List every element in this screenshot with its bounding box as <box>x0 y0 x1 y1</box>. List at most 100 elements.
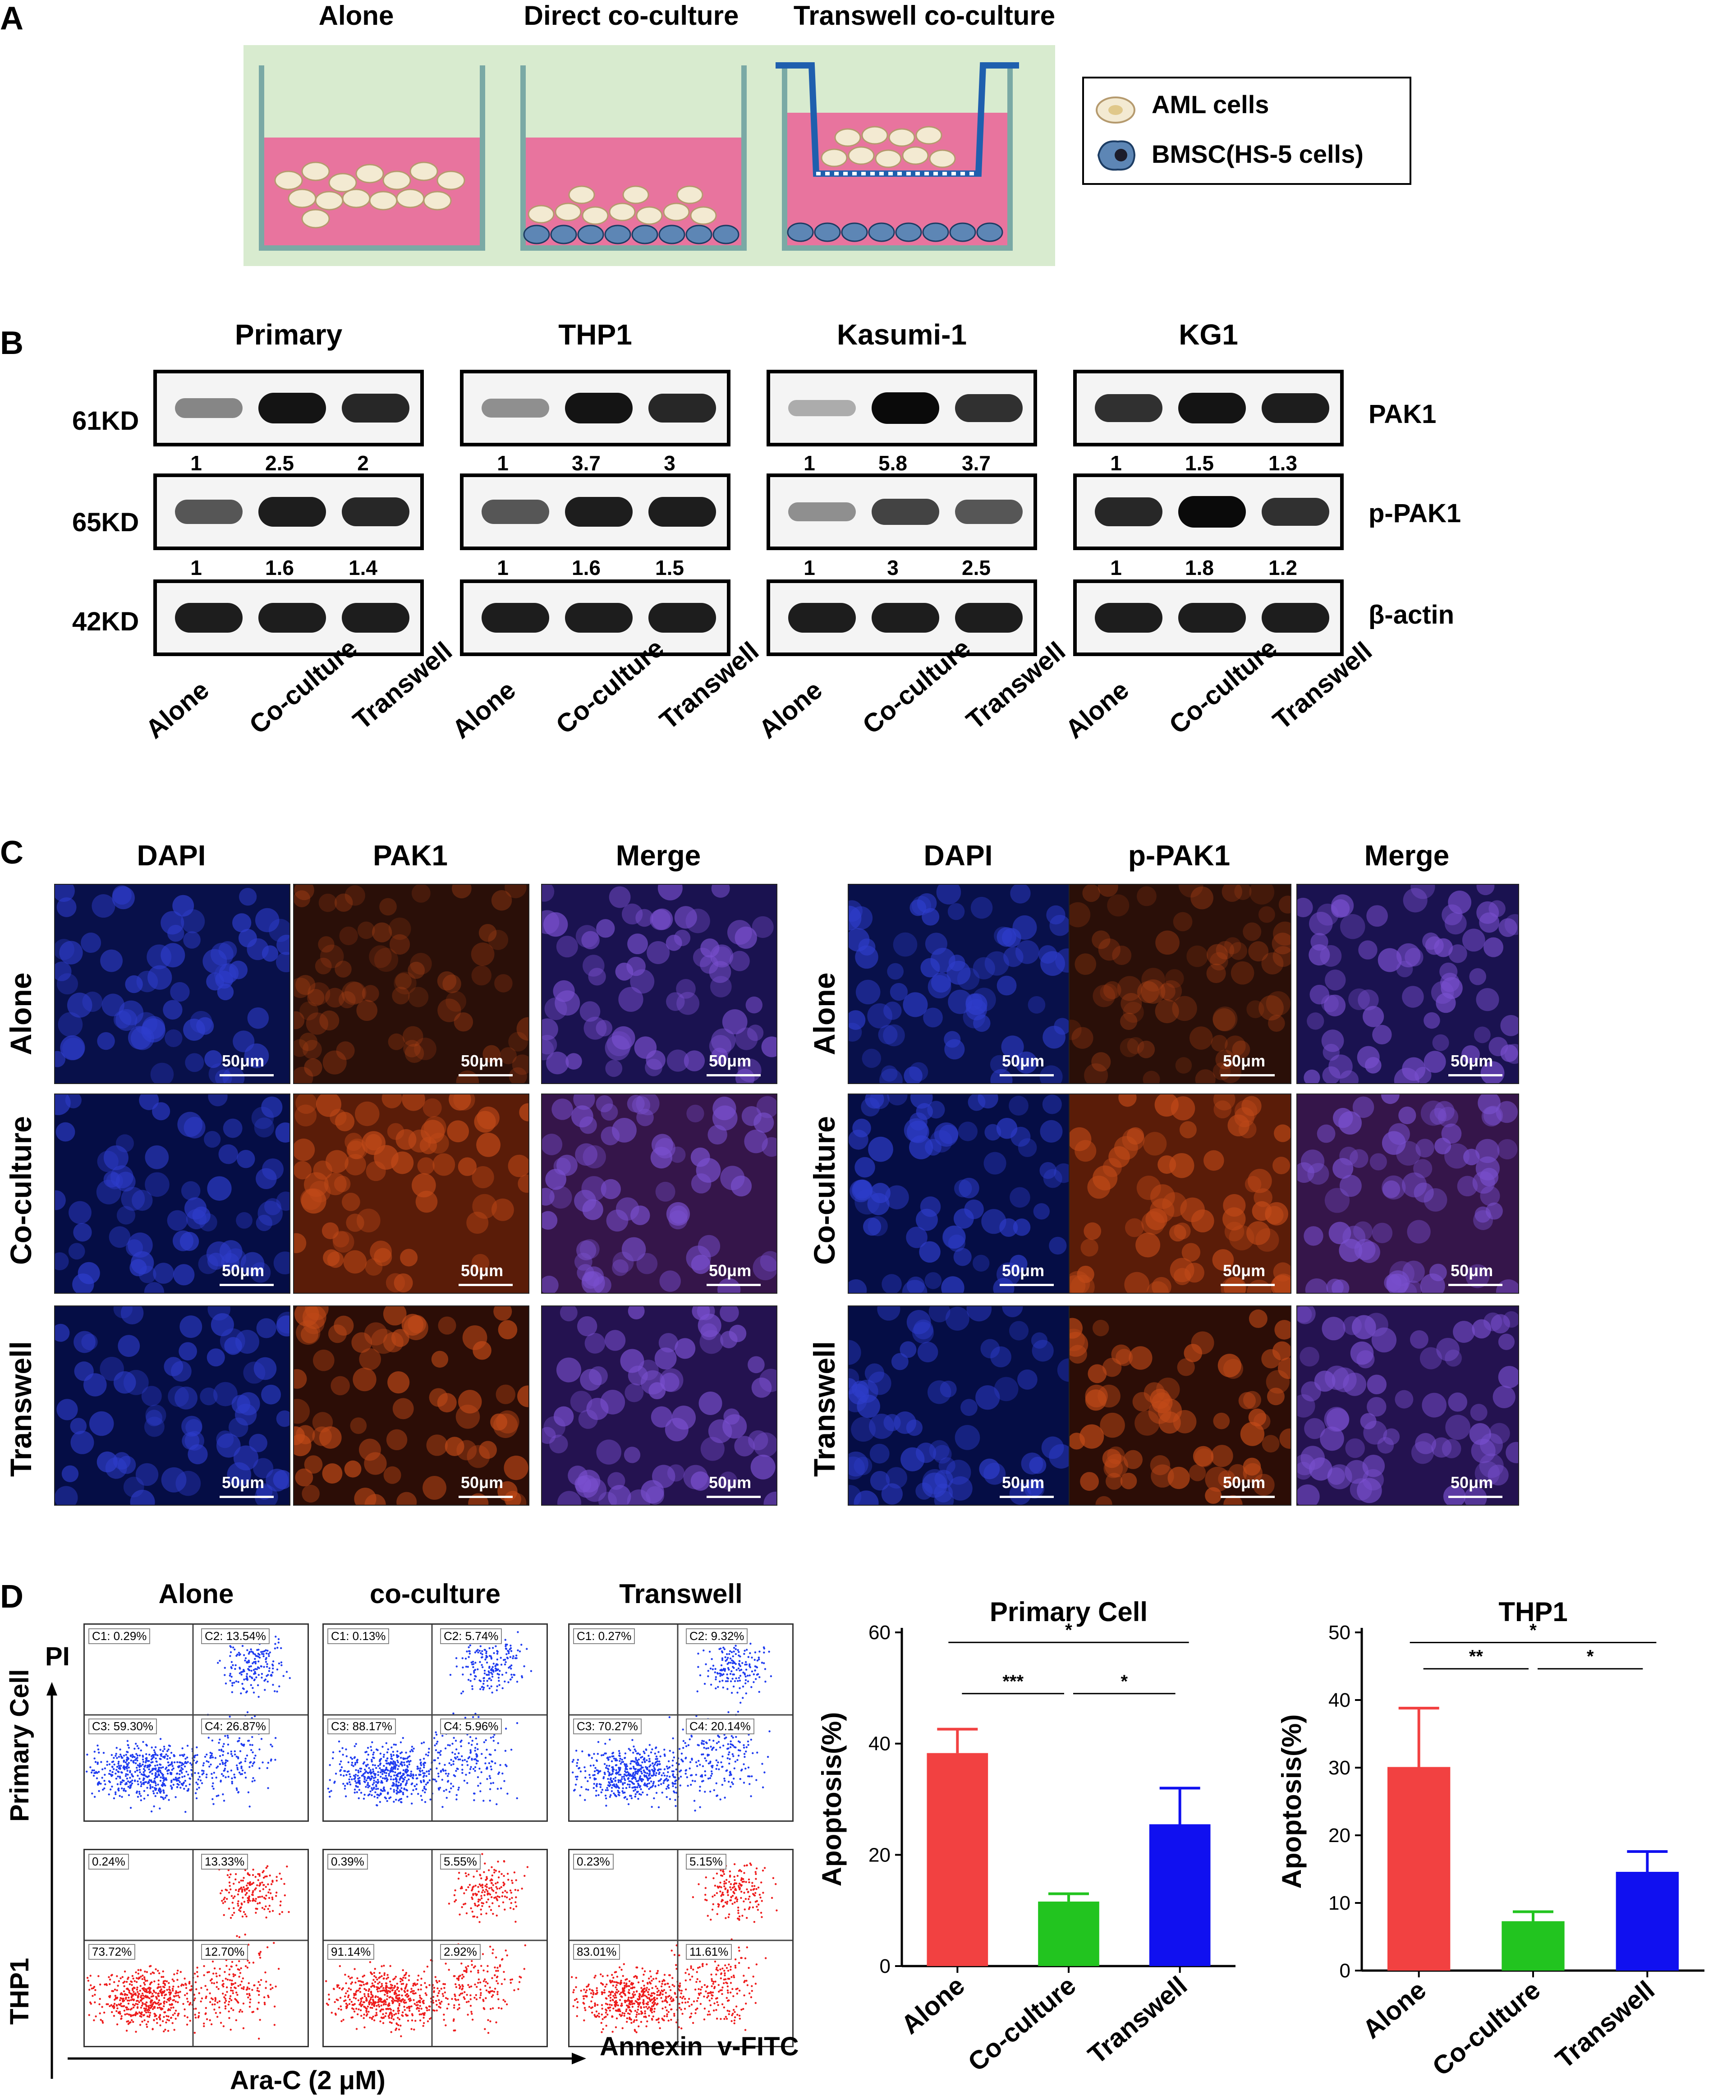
blot-band <box>258 497 326 527</box>
scale-label: 50μm <box>222 1261 265 1280</box>
legend-bmsc-label: BMSC(HS-5 cells) <box>1152 140 1364 168</box>
blot-band <box>1262 393 1329 423</box>
y-tick-label: 20 <box>1328 1824 1350 1847</box>
scale-bar <box>220 1284 274 1286</box>
facs-y-axis-label: PI <box>45 1642 70 1671</box>
bar-transwell <box>1149 1824 1211 1966</box>
y-axis-label: Apoptosis(%) <box>817 1712 847 1887</box>
y-axis-label: Apoptosis(%) <box>1277 1714 1307 1889</box>
blot-band <box>482 399 549 418</box>
panel-b-letter: B <box>0 325 23 361</box>
protein-bactin: β-actin <box>1369 600 1455 630</box>
blot-band <box>648 497 716 527</box>
if-row-label: Alone <box>4 972 37 1055</box>
scale-label: 50μm <box>461 1473 504 1492</box>
panel-c-letter: C <box>0 835 23 871</box>
facs-quadrant-value: C3: 88.17% <box>327 1719 396 1734</box>
if-micrograph: 50μm <box>1069 1305 1291 1506</box>
blot-band <box>788 400 856 416</box>
band-ratio: 1.6 <box>265 556 294 579</box>
facs-x-axis-label: Annexin v-FITC <box>600 2032 799 2061</box>
blot-band <box>258 603 326 633</box>
if-micrograph: 50μm <box>1296 1305 1519 1506</box>
bar-co-culture <box>1038 1901 1099 1966</box>
scale-label: 50μm <box>222 1473 265 1492</box>
if-row-label: Co-culture <box>4 1116 37 1265</box>
facs-dot-plot: 0.39% 5.55% 91.14% 2.92% <box>322 1849 548 2047</box>
if-micrograph: 50μm <box>848 1305 1070 1506</box>
y-tick-label: 40 <box>868 1733 891 1755</box>
scale-label: 50μm <box>1451 1052 1493 1070</box>
blot-band <box>872 603 939 633</box>
if-micrograph: 50μm <box>541 884 777 1084</box>
blot-strip <box>767 579 1037 656</box>
primary-apoptosis-chart: Primary Cell Apoptosis(%) 0 20 40 60 AloneCo-c… <box>817 1597 1235 2077</box>
if-channel-header: DAPI <box>923 839 993 872</box>
bar-co-culture <box>1502 1921 1565 1971</box>
blot-band <box>565 497 633 527</box>
band-ratio: 3 <box>887 556 899 579</box>
x-tick-label: Co-culture <box>962 1971 1081 2077</box>
facs-column-header: co-culture <box>369 1579 501 1609</box>
facs-quadrant-value: C1: 0.29% <box>88 1628 151 1644</box>
blot-band <box>1262 498 1329 526</box>
blot-strip <box>460 579 730 656</box>
if-micrograph: 50μm <box>541 1094 777 1294</box>
blot-strip <box>1073 473 1344 550</box>
scale-label: 50μm <box>1223 1261 1266 1280</box>
facs-quadrant-value: 11.61% <box>686 1944 732 1960</box>
if-micrograph: 50μm <box>54 1094 290 1294</box>
band-ratio: 1.4 <box>349 556 377 579</box>
significance-label: * <box>1065 1620 1072 1640</box>
blot-band <box>1095 603 1162 633</box>
lane-label: Alone <box>1060 675 1134 744</box>
band-ratio: 1.3 <box>1268 451 1297 475</box>
blot-band <box>565 393 633 423</box>
scale-bar <box>459 1496 513 1498</box>
if-row-label: Co-culture <box>808 1116 841 1265</box>
facs-quadrant-value: C2: 9.32% <box>686 1628 748 1644</box>
bar-transwell <box>1616 1872 1679 1971</box>
scale-bar <box>1221 1284 1275 1286</box>
facs-row-label-thp1: THP1 <box>5 1958 34 2025</box>
blot-strip <box>767 473 1037 550</box>
legend-aml-label: AML cells <box>1152 90 1269 119</box>
band-ratio: 3.7 <box>962 451 991 475</box>
facs-quadrant-value: 83.01% <box>573 1944 620 1960</box>
if-channel-header: DAPI <box>137 839 206 872</box>
lane-label: Alone <box>446 675 521 744</box>
blot-strip <box>460 370 730 446</box>
facs-quadrant-value: C4: 20.14% <box>686 1719 754 1734</box>
significance-label: * <box>1587 1647 1594 1667</box>
significance-label: * <box>1529 1621 1537 1640</box>
blot-strip <box>767 370 1037 446</box>
chart-title: THP1 <box>1498 1597 1567 1627</box>
band-ratio: 2.5 <box>265 451 294 475</box>
scale-bar <box>459 1284 513 1286</box>
band-ratio: 1 <box>1110 451 1122 475</box>
facs-quadrant-value: C4: 5.96% <box>440 1719 502 1734</box>
if-row-label: Alone <box>808 972 841 1055</box>
y-tick-label: 0 <box>880 1955 891 1977</box>
facs-quadrant-value: C1: 0.27% <box>573 1628 635 1644</box>
scale-bar <box>220 1074 274 1076</box>
y-tick-label: 10 <box>1328 1892 1350 1914</box>
blot-band <box>1262 603 1329 633</box>
blot-strip <box>153 473 424 550</box>
scale-bar <box>1448 1074 1502 1076</box>
band-ratio: 1 <box>1110 556 1122 579</box>
if-micrograph: 50μm <box>1069 1094 1291 1294</box>
band-ratio: 1.8 <box>1185 556 1214 579</box>
blot-band <box>175 603 243 633</box>
scale-label: 50μm <box>709 1473 752 1492</box>
blot-band <box>872 499 939 525</box>
if-micrograph: 50μm <box>54 1305 290 1506</box>
scale-bar <box>1221 1074 1275 1076</box>
blot-band <box>482 500 549 524</box>
if-channel-header: Merge <box>615 839 701 872</box>
scale-label: 50μm <box>1223 1473 1266 1492</box>
band-ratio: 1 <box>497 451 509 475</box>
scale-bar <box>707 1284 761 1286</box>
facs-quadrant-value: C3: 59.30% <box>88 1719 157 1734</box>
facs-quadrant-value: C2: 13.54% <box>201 1628 270 1644</box>
